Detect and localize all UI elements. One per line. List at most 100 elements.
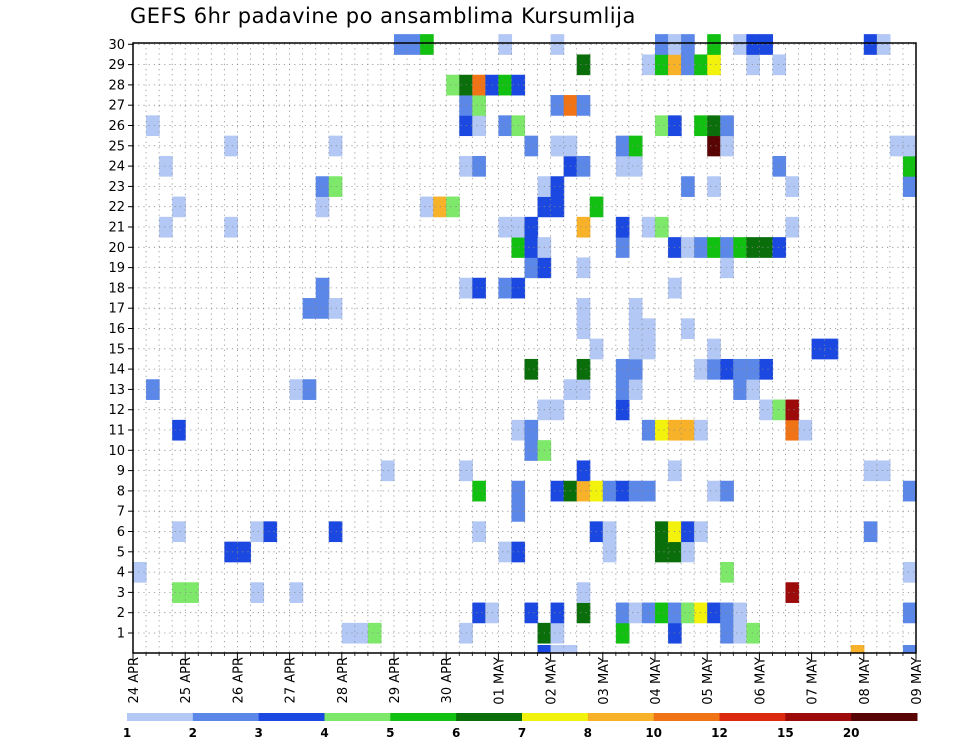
precip-cell <box>472 95 486 116</box>
x-tick-label: 28 APR <box>336 657 351 703</box>
legend-label: 1 <box>123 726 131 740</box>
y-tick-label: 7 <box>117 505 125 520</box>
y-tick-label: 30 <box>108 38 125 53</box>
y-axis: 1234567891011121314151617181920212223242… <box>108 38 133 642</box>
precip-cell <box>185 582 199 603</box>
color-legend: 1 2 3 4 5 6 7 8 10 12 15 20 <box>123 713 918 740</box>
precip-cell <box>328 135 343 157</box>
precip-cell <box>746 379 760 400</box>
precip-cell <box>720 561 734 583</box>
precip-cell <box>876 34 891 55</box>
y-tick-label: 14 <box>108 363 125 378</box>
legend-swatch <box>258 713 325 721</box>
x-tick-label: 29 APR <box>388 657 403 703</box>
precip-cell <box>707 237 721 258</box>
legend-label: 4 <box>320 726 328 740</box>
precip-cell <box>302 298 317 319</box>
precip-cell <box>328 298 343 319</box>
y-tick-label: 21 <box>108 221 125 236</box>
precip-cell <box>628 602 643 624</box>
precip-cell <box>720 480 734 502</box>
y-tick-label: 20 <box>108 241 125 256</box>
precip-cell <box>902 480 917 502</box>
precip-cell <box>707 34 721 55</box>
precip-cell <box>498 34 513 55</box>
precip-cell <box>328 176 343 197</box>
legend-label: 5 <box>386 726 394 740</box>
precip-cell <box>746 54 760 76</box>
precip-cell <box>785 419 800 441</box>
precip-cell <box>707 338 721 360</box>
legend-label: 2 <box>189 726 197 740</box>
precip-cell <box>172 419 186 441</box>
precip-cell <box>498 115 513 137</box>
precip-cell <box>550 176 565 197</box>
precip-cell <box>550 602 565 624</box>
precip-cell <box>224 135 238 157</box>
precip-cell <box>263 521 278 543</box>
precip-cell <box>772 155 787 177</box>
precip-cell <box>420 34 434 55</box>
precip-cell <box>224 541 238 563</box>
precip-cell <box>315 196 330 218</box>
precip-cell <box>902 645 917 654</box>
precip-cell <box>733 622 747 644</box>
precip-cell <box>655 115 669 137</box>
precip-cell <box>472 521 486 543</box>
precip-cell <box>720 602 734 624</box>
precip-cell <box>576 379 591 400</box>
precip-cell <box>524 419 539 441</box>
legend-swatch <box>192 713 260 721</box>
precip-cell <box>628 480 643 502</box>
precip-cell <box>681 318 695 340</box>
precip-cell <box>720 622 734 644</box>
precip-cell <box>772 399 787 421</box>
legend-swatch <box>127 713 194 721</box>
y-tick-label: 5 <box>117 545 125 560</box>
precip-cell <box>628 379 643 400</box>
precip-cell <box>746 34 760 55</box>
precip-cell <box>707 176 721 197</box>
precip-cell <box>576 602 591 624</box>
precip-cell <box>159 216 173 238</box>
precip-cell <box>720 257 734 279</box>
precip-cell <box>681 237 695 258</box>
precip-cell <box>550 135 565 157</box>
x-tick-label: 24 APR <box>127 657 142 703</box>
y-tick-label: 27 <box>108 99 125 114</box>
precip-cell <box>524 237 539 258</box>
precip-cell <box>550 622 565 644</box>
precip-cell <box>576 54 591 76</box>
precip-cell <box>576 298 591 319</box>
x-tick-label: 27 APR <box>284 657 299 703</box>
precip-cell <box>863 521 878 543</box>
precip-cell <box>302 379 317 400</box>
precip-cell <box>315 298 330 319</box>
y-tick-label: 25 <box>108 139 125 154</box>
precip-cell <box>681 34 695 55</box>
x-tick-label: 05 MAY <box>701 657 716 705</box>
precip-cell <box>576 318 591 340</box>
x-tick-label: 30 APR <box>440 657 455 703</box>
precip-cell <box>824 338 839 360</box>
precip-cell <box>863 460 878 482</box>
precip-cell <box>798 419 813 441</box>
x-axis: 24 APR 25 APR 26 APR 27 APR 28 APR 29 APR 30 A… <box>127 653 925 705</box>
precip-cell <box>889 135 904 157</box>
precip-cell <box>498 277 513 299</box>
precip-cell <box>746 622 760 644</box>
precip-cell <box>628 318 643 340</box>
y-tick-label: 11 <box>108 424 125 439</box>
precip-cell <box>733 358 747 380</box>
precip-cell <box>785 216 800 238</box>
precip-cell <box>681 541 695 563</box>
y-tick-label: 13 <box>108 383 125 398</box>
precip-cell <box>472 602 486 624</box>
x-tick-label: 03 MAY <box>597 657 612 705</box>
y-tick-label: 4 <box>117 566 125 581</box>
precip-cell <box>576 358 591 380</box>
legend-swatch <box>390 713 457 721</box>
precip-cell <box>850 645 865 654</box>
precip-cell <box>328 521 343 543</box>
precip-cell <box>172 196 186 218</box>
